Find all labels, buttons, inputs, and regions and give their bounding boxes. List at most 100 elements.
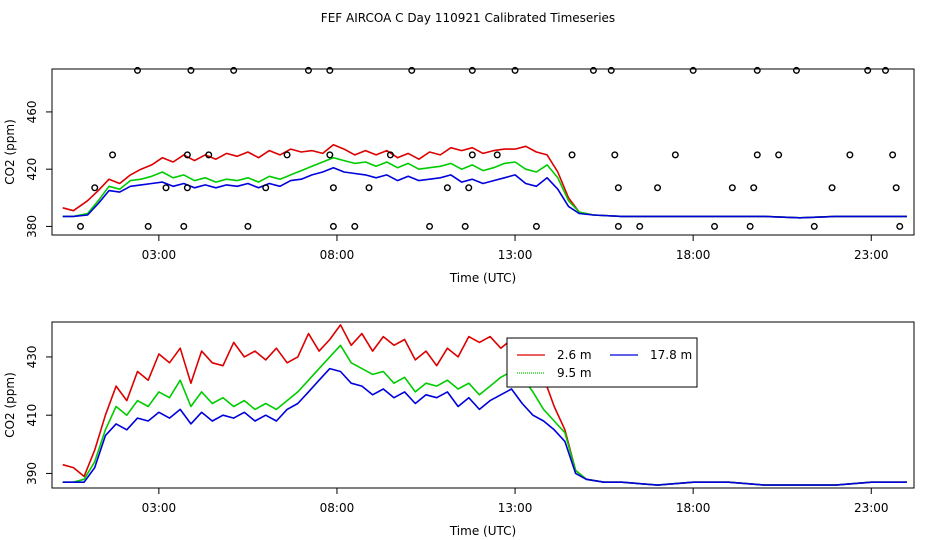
- top-marker-6: [180, 222, 188, 230]
- bottom-x-tick-label-1: 08:00: [320, 501, 355, 515]
- top-marker-40: [654, 184, 662, 192]
- legend: 2.6 m 17.8 m 9.5 m: [506, 337, 698, 388]
- bottom-x-tick-label-3: 18:00: [676, 501, 711, 515]
- top-marker-57: [892, 184, 900, 192]
- top-marker-42: [689, 66, 697, 74]
- bottom-series-group: [62, 324, 907, 486]
- top-x-tick-label-3: 18:00: [676, 248, 711, 262]
- top-x-tick-label-0: 03:00: [142, 248, 177, 262]
- top-marker-39: [636, 222, 644, 230]
- top-x-axis: 03:00 08:00 13:00 18:00 23:00: [142, 235, 889, 262]
- top-marker-29: [468, 66, 476, 74]
- top-marker-20: [351, 222, 359, 230]
- top-marker-13: [262, 184, 270, 192]
- top-marker-9: [187, 66, 195, 74]
- top-marker-49: [775, 151, 783, 159]
- bottom-panel: 03:00 08:00 13:00 18:00 23:00 390 410 430 Time…: [3, 321, 915, 538]
- top-marker-31: [511, 66, 519, 74]
- top-marker-16: [326, 66, 334, 74]
- legend-label-2-6m: 2.6 m: [557, 348, 592, 362]
- top-marker-50: [792, 66, 800, 74]
- top-marker-5: [162, 184, 170, 192]
- legend-label-9-5m: 9.5 m: [557, 366, 592, 380]
- top-series-line-9-5-m: [62, 156, 907, 219]
- top-marker-32: [532, 222, 540, 230]
- top-marker-30: [493, 151, 501, 159]
- top-marker-53: [846, 151, 854, 159]
- top-marker-48: [753, 66, 761, 74]
- top-marker-43: [711, 222, 719, 230]
- top-marker-56: [889, 151, 897, 159]
- top-marker-0: [76, 222, 84, 230]
- top-marker-15: [304, 66, 312, 74]
- top-marker-19: [329, 222, 337, 230]
- top-y-tick-label-2: 460: [25, 100, 39, 123]
- top-marker-8: [183, 151, 191, 159]
- top-panel: 03:00 08:00 13:00 18:00 23:00 380 420 460 Time…: [3, 66, 915, 285]
- top-marker-41: [671, 151, 679, 159]
- top-marker-26: [461, 222, 469, 230]
- top-marker-34: [589, 66, 597, 74]
- top-y-tick-label-0: 380: [25, 215, 39, 238]
- top-marker-18: [329, 184, 337, 192]
- top-marker-23: [408, 66, 416, 74]
- top-markers-group: [76, 66, 904, 230]
- top-marker-37: [614, 184, 622, 192]
- top-y-axis-label: CO2 (ppm): [3, 119, 17, 185]
- top-marker-4: [144, 222, 152, 230]
- top-marker-28: [468, 151, 476, 159]
- top-marker-33: [568, 151, 576, 159]
- top-marker-12: [244, 222, 252, 230]
- top-x-tick-label-4: 23:00: [854, 248, 889, 262]
- top-marker-17: [326, 151, 334, 159]
- top-marker-51: [810, 222, 818, 230]
- bottom-series-line-9-5-m: [62, 344, 907, 486]
- top-x-axis-label: Time (UTC): [449, 271, 516, 285]
- bottom-plot-frame: [51, 321, 915, 489]
- bottom-y-axis-label: CO2 (ppm): [3, 372, 17, 438]
- bottom-series-line-17-8-m: [62, 367, 907, 486]
- top-marker-47: [753, 151, 761, 159]
- top-marker-24: [426, 222, 434, 230]
- chart-title: FEF AIRCOA C Day 110921 Calibrated Times…: [321, 11, 615, 25]
- bottom-y-tick-label-2: 430: [25, 345, 39, 368]
- top-marker-44: [728, 184, 736, 192]
- top-series-group: [62, 144, 907, 219]
- bottom-x-axis: 03:00 08:00 13:00 18:00 23:00: [142, 488, 889, 515]
- top-marker-21: [365, 184, 373, 192]
- top-y-axis: 380 420 460: [25, 100, 52, 238]
- bottom-y-axis: 390 410 430: [25, 345, 52, 485]
- top-marker-3: [133, 66, 141, 74]
- legend-label-17-8m: 17.8 m: [650, 348, 692, 362]
- bottom-x-tick-label-4: 23:00: [854, 501, 889, 515]
- top-marker-25: [443, 184, 451, 192]
- top-marker-22: [386, 151, 394, 159]
- bottom-x-axis-label: Time (UTC): [449, 524, 516, 538]
- bottom-x-tick-label-0: 03:00: [142, 501, 177, 515]
- top-series-line-17-8-m: [62, 166, 907, 219]
- top-marker-7: [183, 184, 191, 192]
- top-marker-52: [828, 184, 836, 192]
- top-marker-55: [882, 66, 890, 74]
- bottom-y-tick-label-1: 410: [25, 404, 39, 427]
- top-y-tick-label-1: 420: [25, 158, 39, 181]
- top-marker-11: [230, 66, 238, 74]
- top-marker-35: [607, 66, 615, 74]
- top-marker-58: [896, 222, 904, 230]
- legend-box: [506, 337, 698, 388]
- top-marker-45: [746, 222, 754, 230]
- top-marker-54: [864, 66, 872, 74]
- top-marker-2: [109, 151, 117, 159]
- top-marker-10: [205, 151, 213, 159]
- top-marker-36: [611, 151, 619, 159]
- top-marker-1: [91, 184, 99, 192]
- top-x-tick-label-1: 08:00: [320, 248, 355, 262]
- bottom-y-tick-label-0: 390: [25, 462, 39, 485]
- top-marker-38: [614, 222, 622, 230]
- top-x-tick-label-2: 13:00: [498, 248, 533, 262]
- bottom-x-tick-label-2: 13:00: [498, 501, 533, 515]
- top-marker-14: [283, 151, 291, 159]
- top-marker-46: [750, 184, 758, 192]
